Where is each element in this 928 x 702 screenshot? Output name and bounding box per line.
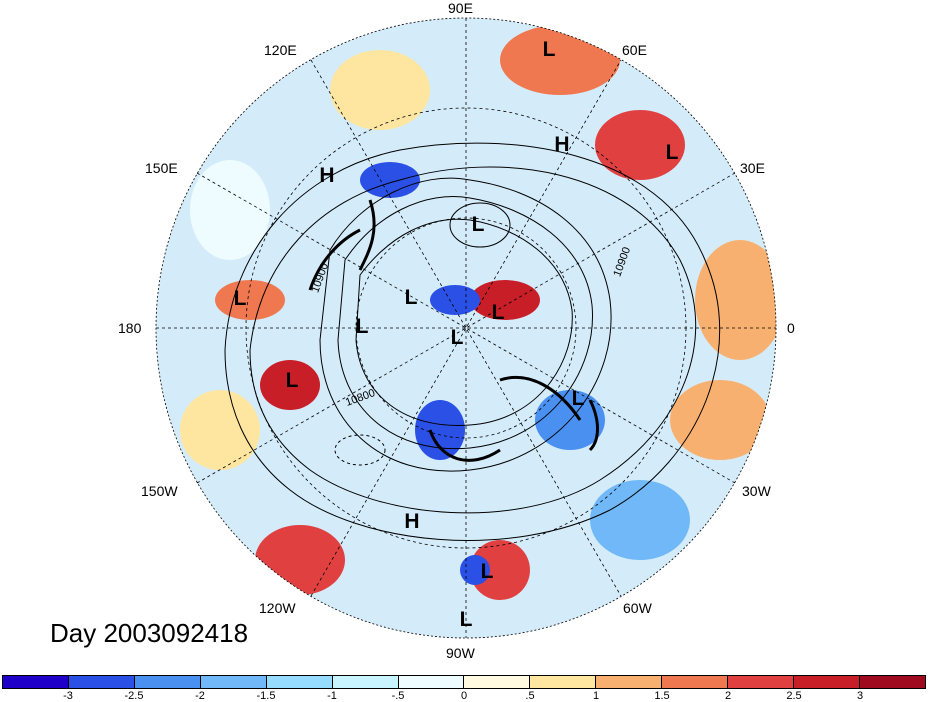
high-center: H	[554, 133, 570, 156]
lon-label-90e: 90E	[448, 0, 473, 16]
colorbar-swatch	[332, 676, 399, 688]
colorbar-swatch	[134, 676, 201, 688]
colorbar-swatch	[464, 676, 531, 688]
colorbar-swatch	[266, 676, 333, 688]
lon-label-150w: 150W	[141, 483, 178, 499]
colorbar-swatch	[200, 676, 267, 688]
colorbar-swatch	[596, 676, 663, 688]
low-center: L	[491, 301, 505, 324]
low-center: L	[233, 287, 247, 310]
lon-label-60e: 60E	[622, 42, 647, 58]
low-center: L	[665, 141, 679, 164]
colorbar-tick-label: 3	[856, 690, 864, 702]
high-center: H	[404, 510, 420, 533]
lon-label-120w: 120W	[259, 600, 296, 616]
low-center: L	[459, 608, 473, 631]
anomaly-field	[180, 25, 776, 600]
low-center: L	[285, 369, 299, 392]
lon-label-0: 0	[787, 320, 795, 336]
low-center: L	[450, 326, 464, 349]
height-contours	[224, 142, 721, 541]
colorbar-swatch	[3, 676, 69, 688]
colorbar-tick-label: 2.5	[786, 690, 802, 702]
colorbar-tick-label: 0	[460, 690, 468, 702]
colorbar-tick-label: -3	[63, 690, 73, 702]
low-center: L	[542, 38, 556, 61]
colorbar-tick-label: 2	[724, 690, 732, 702]
lon-label-150e: 150E	[145, 160, 178, 176]
colorbar-swatch	[859, 676, 925, 688]
colorbar-swatch	[68, 676, 135, 688]
colorbar-tick-label: .5	[525, 690, 535, 702]
lon-label-180: 180	[118, 320, 142, 336]
low-center: L	[355, 315, 369, 338]
colorbar-swatch	[398, 676, 465, 688]
low-center: L	[404, 286, 418, 309]
colorbar-tick-label: 1.5	[654, 690, 670, 702]
lon-label-30w: 30W	[742, 483, 771, 499]
low-center: L	[471, 213, 485, 236]
colorbar-swatch	[728, 676, 795, 688]
colorbar-tick-label: -1	[327, 690, 337, 702]
colorbar-tick-label: -2	[195, 690, 205, 702]
day-title: Day 2003092418	[50, 618, 249, 648]
colorbar-swatch	[662, 676, 729, 688]
colorbar	[2, 675, 926, 689]
low-center: L	[571, 387, 585, 410]
low-center: L	[480, 560, 494, 583]
lon-label-60w: 60W	[623, 600, 652, 616]
lon-label-90w: 90W	[446, 645, 475, 661]
colorbar-swatch	[794, 676, 860, 688]
colorbar-tick-label: -2.5	[124, 690, 144, 702]
lon-label-30e: 30E	[740, 160, 765, 176]
colorbar-tick-label: 1	[592, 690, 600, 702]
high-center: H	[319, 164, 335, 187]
colorbar-tick-label: -1.5	[256, 690, 276, 702]
colorbar-swatch	[530, 676, 597, 688]
lon-label-120e: 120E	[264, 42, 297, 58]
colorbar-tick-label: -.5	[391, 690, 405, 702]
graticule	[155, 17, 777, 639]
